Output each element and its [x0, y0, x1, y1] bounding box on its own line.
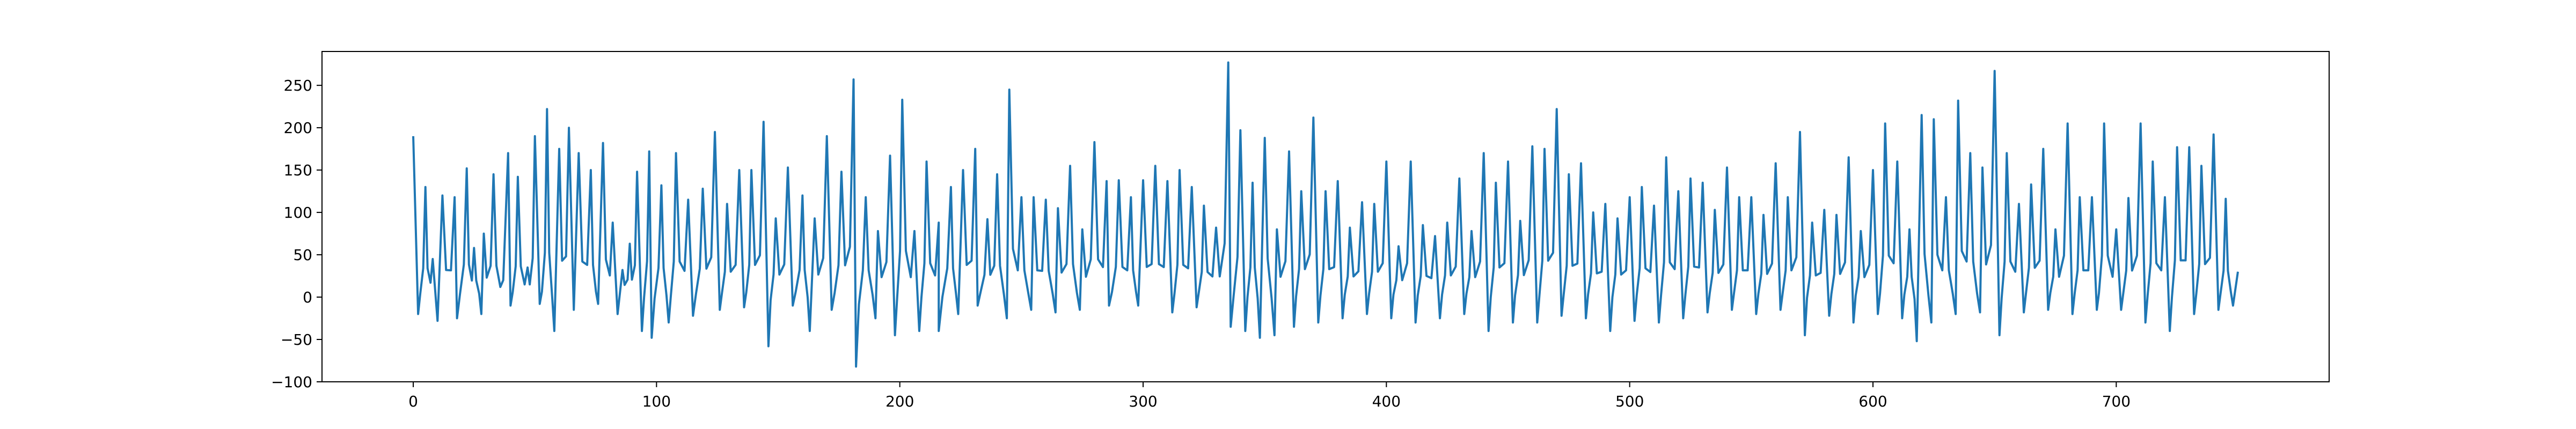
- y-tick-label: 200: [284, 119, 312, 137]
- x-tick-label: 0: [408, 393, 418, 410]
- x-tick-label: 400: [1372, 393, 1401, 410]
- y-tick-label: 50: [293, 246, 312, 264]
- y-axis: −100 −50 0 50 100 150 200 250: [271, 77, 322, 391]
- x-axis: 0 100 200 300 400 500 600 700: [408, 382, 2131, 410]
- y-tick-label: −50: [281, 331, 312, 349]
- y-tick-label: 150: [284, 161, 312, 179]
- y-tick-label: 100: [284, 204, 312, 221]
- plot-area: [412, 61, 2239, 368]
- x-tick-label: 200: [885, 393, 914, 410]
- y-tick-label: −100: [271, 373, 312, 391]
- x-tick-label: 500: [1615, 393, 1644, 410]
- x-tick-label: 600: [1858, 393, 1887, 410]
- x-tick-label: 100: [642, 393, 671, 410]
- x-tick-label: 300: [1129, 393, 1157, 410]
- series-line: [412, 61, 2239, 368]
- y-tick-label: 0: [303, 289, 312, 306]
- y-tick-label: 250: [284, 77, 312, 94]
- x-tick-label: 700: [2102, 393, 2131, 410]
- axes-frame: [321, 51, 2330, 382]
